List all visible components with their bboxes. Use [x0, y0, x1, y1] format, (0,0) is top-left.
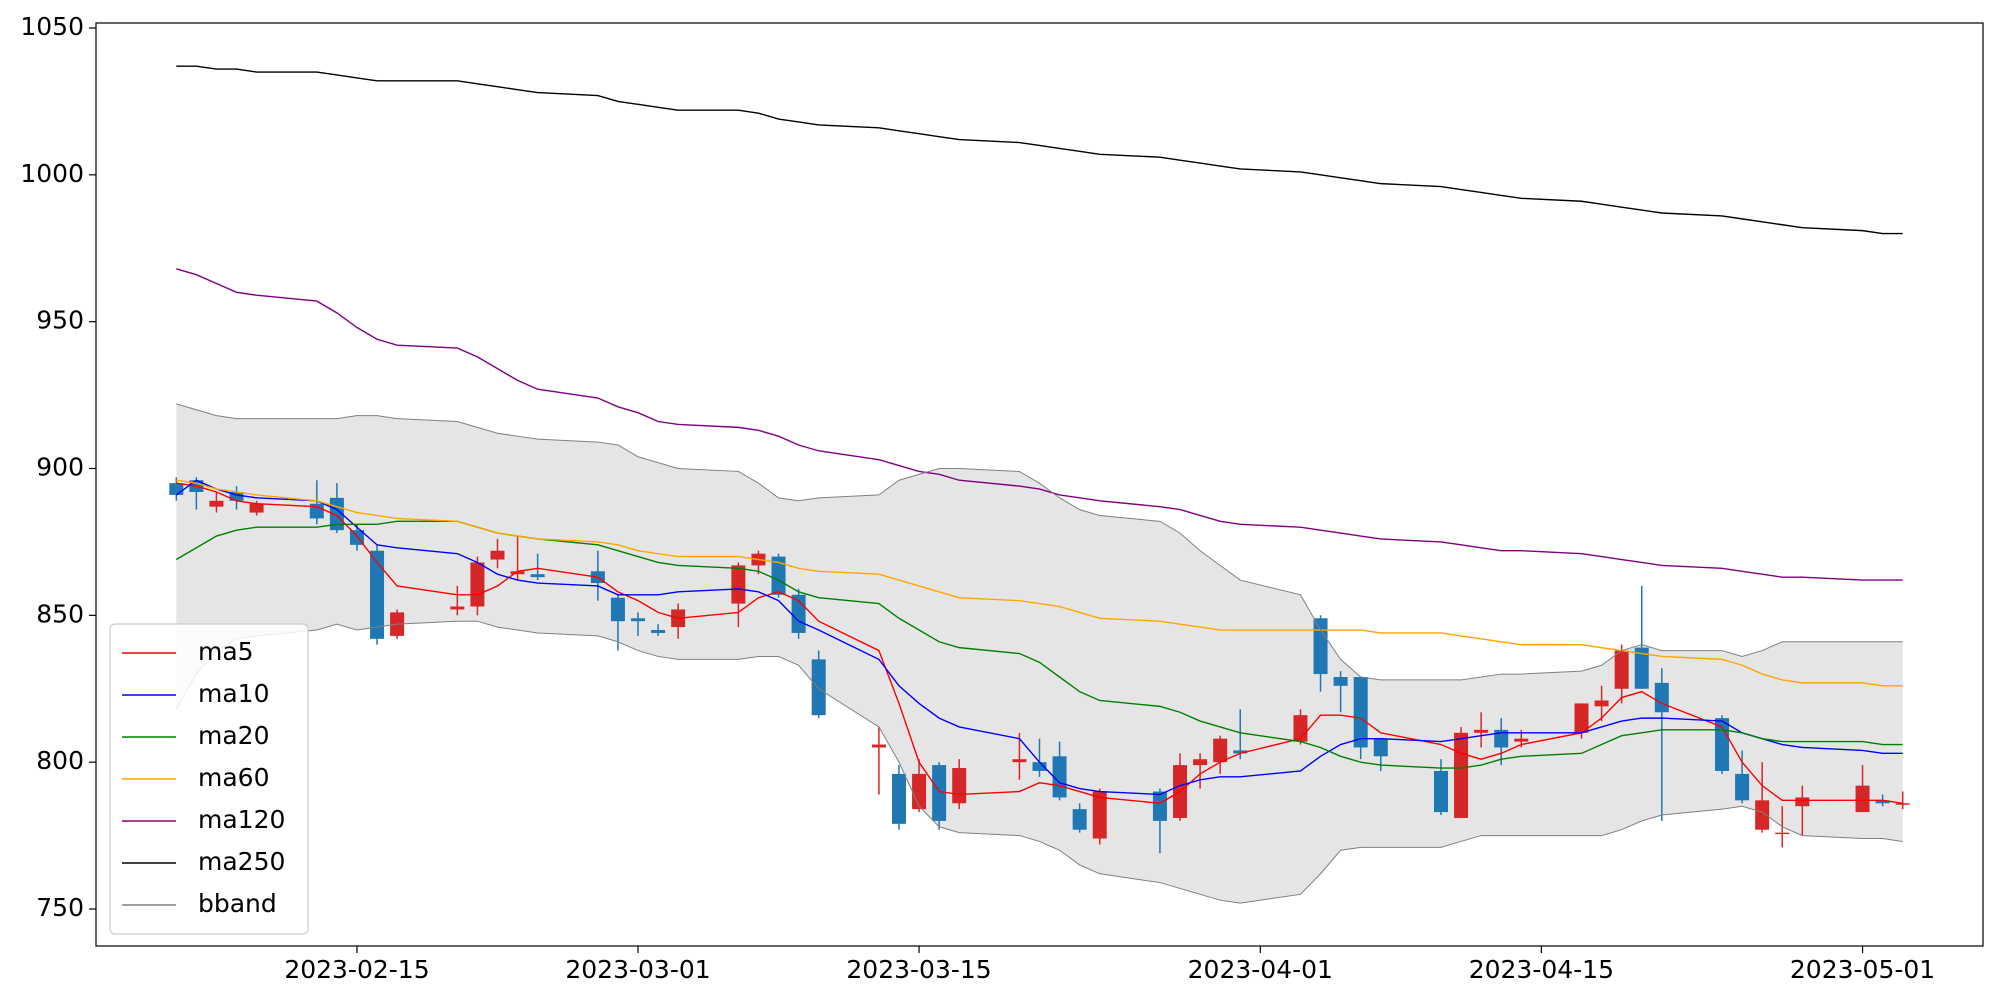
- candle-body: [1012, 759, 1027, 763]
- candle-body: [1353, 676, 1368, 748]
- x-tick-label: 2023-04-15: [1469, 955, 1614, 984]
- candle-body: [530, 574, 545, 578]
- candle-body: [510, 571, 525, 575]
- legend-label: ma120: [198, 805, 285, 834]
- y-tick-label: 1000: [20, 159, 84, 188]
- candle-body: [1594, 700, 1609, 707]
- candle-body: [1474, 729, 1489, 733]
- band-edge: [175, 620, 1903, 904]
- candle-body: [1072, 809, 1087, 830]
- candle-body: [1152, 791, 1167, 821]
- candle-body: [932, 765, 947, 821]
- candle-body: [169, 483, 184, 495]
- candle-body: [209, 500, 224, 507]
- candle-body: [651, 630, 666, 633]
- candle-body: [891, 773, 906, 824]
- candle-body: [1715, 718, 1730, 771]
- candle-body: [1895, 803, 1910, 805]
- legend-label: ma5: [198, 637, 254, 666]
- legend-label: ma20: [198, 721, 269, 750]
- band-area: [176, 403, 1903, 904]
- y-tick-label: 800: [36, 746, 84, 775]
- candle-body: [1433, 770, 1448, 813]
- candle-body: [1313, 618, 1328, 675]
- candle-body: [731, 565, 746, 604]
- plot: [169, 65, 1910, 904]
- candle-body: [1494, 729, 1509, 748]
- candle-body: [1373, 738, 1388, 757]
- x-tick-label: 2023-04-01: [1188, 955, 1333, 984]
- candle-body: [1855, 785, 1870, 813]
- candle-body: [631, 618, 646, 622]
- ma-line: [176, 268, 1903, 581]
- candle-body: [249, 503, 264, 513]
- candle-body: [1795, 797, 1810, 807]
- candle-body: [1514, 738, 1529, 742]
- y-tick-label: 750: [36, 893, 84, 922]
- legend-label: ma10: [198, 679, 269, 708]
- y-tick-label: 900: [36, 452, 84, 481]
- candle-body: [1233, 750, 1248, 754]
- plot-frame: [95, 22, 1984, 947]
- candle-body: [1092, 791, 1107, 839]
- ma-line: [175, 479, 1903, 796]
- candle-body: [1755, 800, 1770, 830]
- candle-body: [771, 556, 786, 595]
- x-tick-label: 2023-03-15: [846, 955, 991, 984]
- y-tick-label: 950: [36, 306, 84, 335]
- candle-body: [450, 606, 465, 610]
- candle-body: [1333, 676, 1348, 686]
- candle-body: [1193, 759, 1208, 766]
- ma-line: [176, 479, 1903, 687]
- x-tick-label: 2023-02-15: [284, 955, 429, 984]
- candle-body: [1654, 682, 1669, 713]
- candle-body: [952, 768, 967, 804]
- ma-line: [176, 482, 1903, 804]
- y-tick-label: 1050: [20, 12, 84, 41]
- band-edge: [176, 403, 1903, 681]
- candle-body: [610, 597, 625, 622]
- candle-body: [1213, 738, 1228, 763]
- candle-body: [1634, 647, 1649, 689]
- candle-body: [1735, 773, 1750, 801]
- legend-label: ma250: [198, 847, 285, 876]
- candle-body: [490, 550, 505, 560]
- candle-body: [309, 503, 324, 519]
- candle-body: [1775, 832, 1790, 835]
- candle-body: [370, 550, 385, 639]
- legend-label: ma60: [198, 763, 269, 792]
- candle-body: [1875, 800, 1890, 804]
- candle-body: [1614, 650, 1629, 689]
- candle-body: [871, 744, 886, 748]
- ma-line: [176, 65, 1903, 235]
- candle-body: [811, 659, 826, 716]
- candle-body: [1032, 762, 1047, 771]
- legend-label: bband: [198, 889, 277, 918]
- candle-body: [470, 562, 485, 607]
- candle-body: [1454, 732, 1469, 818]
- x-tick-label: 2023-03-01: [565, 955, 710, 984]
- x-tick-label: 2023-05-01: [1790, 955, 1935, 984]
- candle-body: [912, 773, 927, 810]
- candle-body: [229, 491, 244, 501]
- legend-box: [109, 623, 309, 935]
- candle-body: [1574, 703, 1589, 733]
- y-tick-label: 850: [36, 599, 84, 628]
